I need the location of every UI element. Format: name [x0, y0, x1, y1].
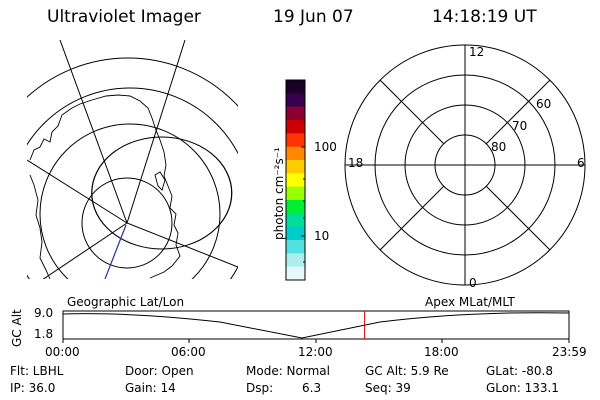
colorbar-frame — [285, 79, 306, 281]
orbit-track — [104, 224, 127, 279]
colorbar-band — [286, 120, 305, 134]
dsp-value: 6.3 — [302, 381, 322, 395]
time-label: 14:18:19 UT — [432, 7, 537, 27]
latitude-circles — [27, 57, 238, 279]
colorbar-band — [286, 266, 305, 281]
altitude-xtick-2: 12:00 — [298, 345, 333, 359]
colorbar-band — [286, 240, 305, 254]
colorbar-band — [286, 93, 305, 108]
filter-info: Flt: LBHL — [10, 364, 64, 378]
mlt-label-6: 6 — [577, 156, 585, 170]
altitude-plot — [62, 310, 570, 343]
colorbar — [286, 80, 305, 281]
colorbar-band — [286, 213, 305, 228]
dsp-label: Dsp: — [246, 381, 274, 395]
colorbar-band — [286, 80, 305, 94]
antarctica-coastline — [29, 94, 181, 279]
gc-alt-info: GC Alt: 5.9 Re — [365, 364, 449, 378]
altitude-xtick-4: 23:59 — [552, 345, 587, 359]
colorbar-band — [286, 173, 305, 188]
colorbar-band — [286, 133, 305, 148]
altitude-x-ticks — [62, 339, 570, 343]
glat-info: GLat: -80.8 — [486, 364, 553, 378]
mlat-label-60: 60 — [536, 97, 552, 111]
colorbar-band — [286, 253, 305, 268]
mlt-label-12: 12 — [469, 45, 485, 59]
polar-map — [344, 44, 586, 286]
island-outline — [154, 171, 166, 191]
geographic-map-label: Geographic Lat/Lon — [67, 295, 185, 309]
glon-info: GLon: 133.1 — [486, 381, 559, 395]
colorbar-ticks — [301, 93, 305, 263]
mlat-label-80: 80 — [491, 140, 507, 154]
altitude-ytick-low: 1.8 — [34, 327, 54, 341]
colorbar-band — [286, 160, 305, 174]
colorbar-band — [286, 200, 305, 214]
ip-info: IP: 36.0 — [10, 381, 56, 395]
instrument-title: Ultraviolet Imager — [47, 7, 201, 27]
gain-info: Gain: 14 — [125, 381, 176, 395]
colorbar-tick-100: 100 — [314, 140, 337, 154]
altitude-curve — [62, 312, 570, 339]
altitude-ytick-high: 9.0 — [34, 306, 54, 320]
colorbar-band — [286, 186, 305, 201]
geographic-map — [27, 40, 238, 279]
altitude-xtick-3: 18:00 — [424, 345, 459, 359]
colorbar-band — [286, 226, 305, 241]
mode-info: Mode: Normal — [246, 364, 330, 378]
door-info: Door: Open — [125, 364, 194, 378]
colorbar-band — [286, 146, 305, 161]
altitude-xtick-0: 00:00 — [45, 345, 80, 359]
altitude-ylabel: GC Alt — [10, 309, 24, 347]
date-label: 19 Jun 07 — [273, 7, 354, 27]
mlt-label-0: 0 — [469, 276, 477, 290]
colorbar-tick-10: 10 — [314, 229, 330, 243]
longitude-lines — [27, 40, 238, 279]
altitude-xtick-1: 06:00 — [171, 345, 206, 359]
mlt-label-18: 18 — [348, 156, 364, 170]
colorbar-unit-label: photon cm⁻²s⁻¹ — [272, 147, 286, 240]
mlat-label-70: 70 — [512, 119, 528, 133]
polar-map-label: Apex MLat/MLT — [425, 295, 515, 309]
seq-info: Seq: 39 — [365, 381, 411, 395]
colorbar-band — [286, 106, 305, 121]
